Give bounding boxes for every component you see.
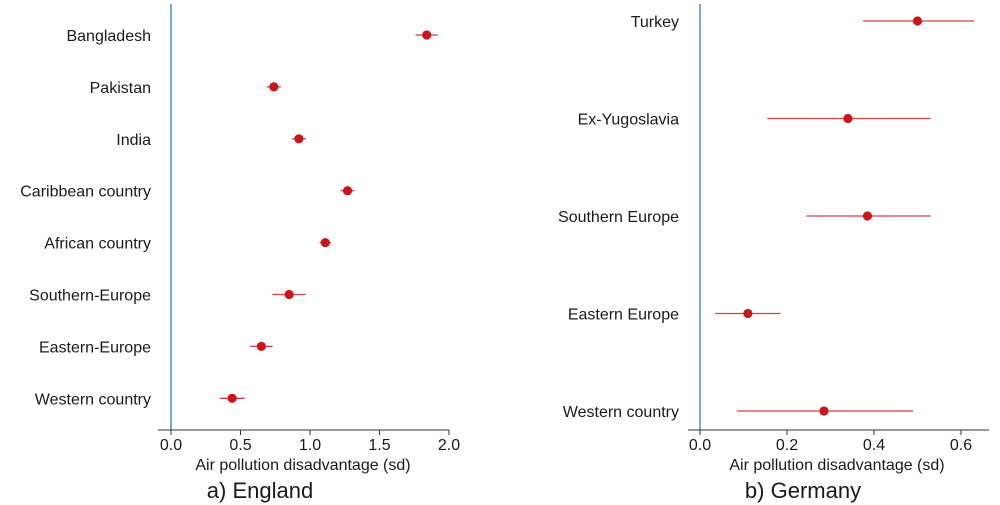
data-point [342, 186, 353, 196]
category-label: India [116, 132, 151, 149]
data-marks [219, 30, 438, 403]
data-point [227, 393, 237, 403]
x-tick-label: 1.5 [368, 437, 390, 454]
panel-title-germany: b) Germany [745, 478, 861, 503]
category-label: Western country [35, 391, 151, 408]
x-tick-label: 0.0 [689, 437, 711, 454]
category-label: Pakistan [90, 80, 151, 97]
data-point [862, 211, 873, 221]
category-label: Turkey [631, 14, 679, 31]
x-axis: 0.0 0.5 1.0 1.5 2.0 [158, 429, 460, 454]
data-point [294, 134, 304, 144]
x-tick-label: 0.4 [863, 437, 885, 454]
data-marks [715, 16, 975, 416]
category-labels: Turkey Ex-Yugoslavia Southern Europe Easter… [558, 14, 679, 421]
x-tick-label: 0.5 [229, 437, 251, 454]
data-point [819, 406, 829, 416]
category-label: Caribbean country [20, 184, 151, 201]
x-tick-label: 0.0 [160, 437, 182, 454]
x-tick-label: 1.0 [299, 437, 321, 454]
data-point [320, 238, 330, 248]
x-axis-title: Air pollution disadvantage (sd) [195, 457, 410, 474]
category-label: Ex-Yugoslavia [578, 112, 679, 129]
data-point [256, 341, 266, 351]
panel-germany: Turkey Ex-Yugoslavia Southern Europe Easter… [558, 4, 989, 503]
category-label: Eastern-Europe [39, 339, 151, 356]
data-point [743, 308, 753, 319]
x-tick-label: 0.2 [776, 437, 798, 454]
x-tick-label: 2.0 [438, 437, 460, 454]
panel-title-england: a) England [207, 478, 313, 503]
x-tick-label: 0.6 [950, 437, 972, 454]
category-label: Eastern Europe [568, 307, 679, 324]
data-point [284, 289, 294, 300]
category-label: Southern Europe [558, 209, 679, 226]
category-label: Southern-Europe [29, 288, 151, 305]
x-axis-title: Air pollution disadvantage (sd) [729, 457, 944, 474]
x-axis: 0.0 0.2 0.4 0.6 [688, 429, 989, 454]
data-point [843, 113, 853, 124]
data-point [912, 16, 923, 26]
category-labels: Bangladesh Pakistan India Caribbean country… [20, 28, 151, 408]
category-label: African country [44, 236, 151, 253]
category-label: Western country [563, 404, 679, 421]
data-point [422, 30, 432, 40]
panel-england: Bangladesh Pakistan India Caribbean country… [20, 4, 460, 503]
category-label: Bangladesh [66, 28, 151, 45]
data-point [269, 82, 279, 92]
